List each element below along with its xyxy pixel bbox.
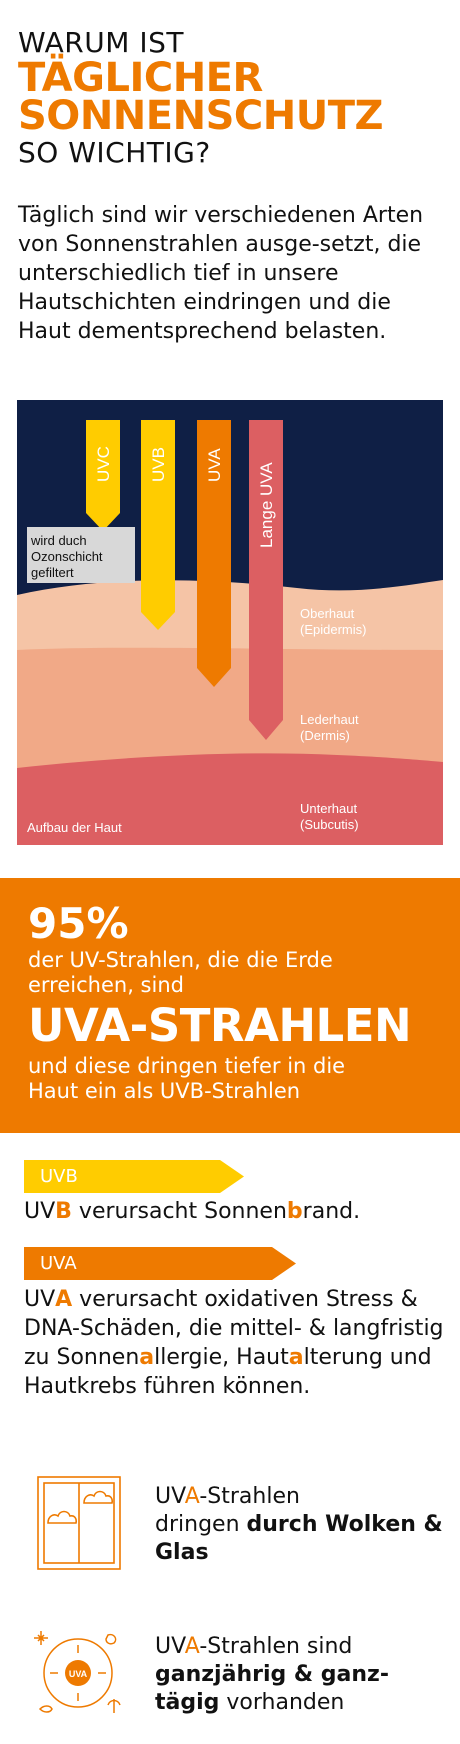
uva-tag-shape bbox=[24, 1247, 296, 1280]
epidermis-name: Oberhaut bbox=[300, 606, 355, 621]
subcutis-latin: (Subcutis) bbox=[300, 817, 359, 832]
uvb-tag-shape bbox=[24, 1160, 244, 1193]
ozone-note-box bbox=[27, 527, 135, 583]
dermis-latin: (Dermis) bbox=[300, 728, 350, 743]
fact-allday-text: UVA-Strahlen sind ganzjährig & ganz-tägi… bbox=[155, 1634, 389, 1715]
uva-label: UVA bbox=[205, 448, 224, 482]
stat-line-4: Haut ein als UVB-Strahlen bbox=[28, 1079, 301, 1103]
diagram-caption: Aufbau der Haut bbox=[27, 820, 122, 835]
stat-percent: 95% bbox=[28, 899, 129, 948]
stat-highlight: UVA-STRAHLEN bbox=[28, 999, 412, 1052]
uva-sun-seasons-icon: UVA bbox=[30, 1625, 126, 1721]
stat-line-3: und diese dringen tiefer in die bbox=[28, 1054, 346, 1078]
uva-arrow bbox=[197, 420, 231, 687]
uva-description: UVA verursacht oxidativen Stress & DNA-S… bbox=[24, 1287, 444, 1399]
uvb-tag-label: UVB bbox=[40, 1166, 78, 1187]
uvb-label: UVB bbox=[149, 447, 168, 482]
headline-line-3: SONNENSCHUTZ bbox=[18, 93, 383, 139]
intro-text: Täglich sind wir verschiedenen Arten von… bbox=[18, 203, 424, 344]
uva-tag-label: UVA bbox=[40, 1253, 77, 1274]
uvb-arrow bbox=[141, 420, 175, 630]
subcutis-name: Unterhaut bbox=[300, 801, 357, 816]
headline-line-2: TÄGLICHER bbox=[18, 55, 263, 101]
ozone-note-line-1: wird duch bbox=[30, 533, 87, 548]
window-clouds-icon bbox=[36, 1475, 122, 1571]
uvb-tag: UVB bbox=[24, 1160, 244, 1193]
ozone-note-line-3: gefiltert bbox=[31, 565, 74, 580]
long-uva-arrow bbox=[249, 420, 283, 740]
headline-line-4: SO WICHTIG? bbox=[18, 136, 211, 169]
uvc-label: UVC bbox=[94, 446, 113, 482]
dermis-name: Lederhaut bbox=[300, 712, 359, 727]
epidermis-latin: (Epidermis) bbox=[300, 622, 366, 637]
stat-line-1: der UV-Strahlen, die die Erde bbox=[28, 948, 333, 972]
fact-glass-text: UVA-Strahlen dringen durch Wolken & Glas bbox=[155, 1484, 443, 1565]
uvc-arrow bbox=[86, 420, 120, 531]
skin-diagram-svg: UVC UVB UVA Lange UVA wird duch Ozonschi… bbox=[17, 400, 443, 845]
uva-statistic-banner: 95% der UV-Strahlen, die die Erde erreic… bbox=[0, 878, 460, 1133]
long-uva-label: Lange UVA bbox=[257, 462, 276, 548]
skin-structure-diagram: UVC UVB UVA Lange UVA wird duch Ozonschi… bbox=[17, 400, 443, 845]
uva-tag: UVA bbox=[24, 1247, 296, 1280]
ozone-note-line-2: Ozonschicht bbox=[31, 549, 103, 564]
subcutis-layer bbox=[17, 753, 443, 845]
uvb-description: UVB verursacht Sonnenbrand. bbox=[24, 1199, 361, 1224]
stat-line-2: erreichen, sind bbox=[28, 973, 184, 997]
headline-line-1: WARUM IST bbox=[18, 26, 184, 59]
uva-sun-label: UVA bbox=[69, 1669, 88, 1679]
